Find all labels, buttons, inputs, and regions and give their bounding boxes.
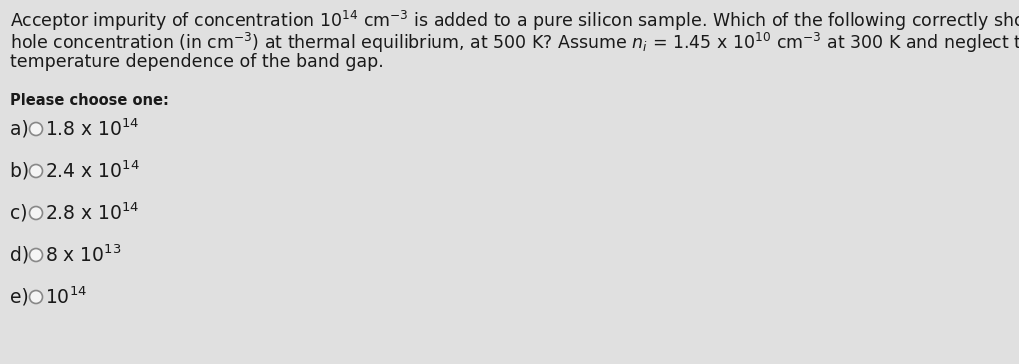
Text: e): e) — [10, 288, 35, 306]
Text: 2.4 x 10$^{14}$: 2.4 x 10$^{14}$ — [46, 160, 141, 182]
Text: 8 x 10$^{13}$: 8 x 10$^{13}$ — [46, 244, 122, 266]
Text: c): c) — [10, 203, 34, 222]
Text: 10$^{14}$: 10$^{14}$ — [46, 286, 88, 308]
Text: d): d) — [10, 245, 35, 265]
Text: hole concentration (in cm$^{-3}$) at thermal equilibrium, at 500 K? Assume $n_i$: hole concentration (in cm$^{-3}$) at the… — [10, 31, 1019, 55]
Circle shape — [30, 165, 43, 178]
Circle shape — [30, 206, 43, 219]
Text: temperature dependence of the band gap.: temperature dependence of the band gap. — [10, 53, 383, 71]
Text: 2.8 x 10$^{14}$: 2.8 x 10$^{14}$ — [46, 202, 140, 224]
Text: a): a) — [10, 119, 35, 138]
Text: 1.8 x 10$^{14}$: 1.8 x 10$^{14}$ — [46, 118, 140, 140]
Text: Please choose one:: Please choose one: — [10, 93, 169, 108]
Circle shape — [30, 290, 43, 304]
Circle shape — [30, 249, 43, 261]
Text: Acceptor impurity of concentration 10$^{14}$ cm$^{-3}$ is added to a pure silico: Acceptor impurity of concentration 10$^{… — [10, 9, 1019, 33]
Text: b): b) — [10, 162, 35, 181]
Circle shape — [30, 123, 43, 135]
